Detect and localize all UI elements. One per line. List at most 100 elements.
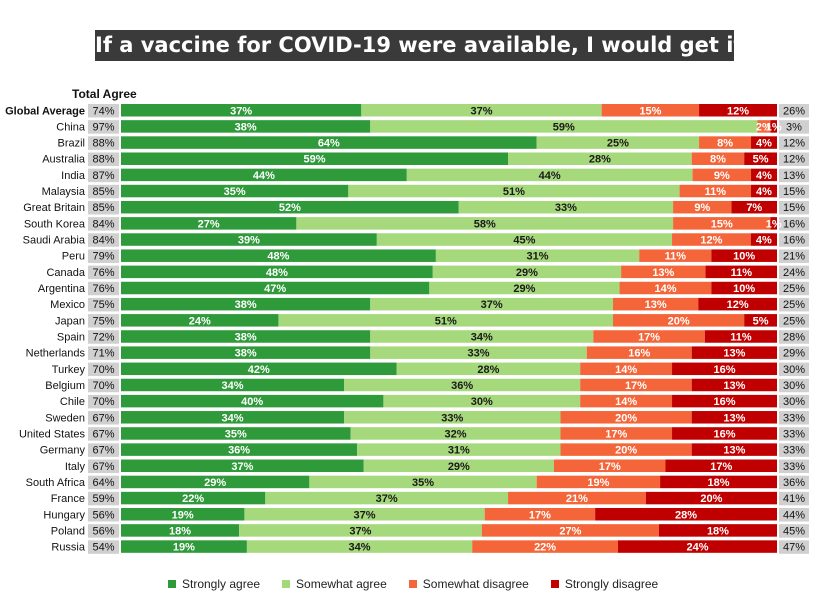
data-label-strongly-disagree-japan: 5% bbox=[753, 315, 769, 327]
data-label-somewhat-agree-france: 37% bbox=[376, 493, 398, 505]
total-agree-box-south-africa bbox=[88, 475, 119, 490]
total-agree-value-spain: 72% bbox=[92, 331, 114, 343]
bar-strongly-disagree-mexico bbox=[698, 297, 777, 311]
bar-somewhat-agree-germany bbox=[357, 443, 561, 456]
bar-somewhat-agree-south-korea bbox=[296, 217, 674, 230]
bar-strongly-agree-belgium bbox=[121, 378, 345, 392]
total-agree-box-chile bbox=[88, 394, 119, 409]
bar-strongly-disagree-sweden bbox=[691, 411, 777, 424]
bar-strongly-disagree-brazil bbox=[751, 136, 777, 149]
total-disagree-box-global-average bbox=[779, 104, 809, 118]
bar-strongly-agree-canada bbox=[121, 265, 433, 279]
total-agree-box-japan bbox=[88, 314, 119, 328]
category-label-australia: Australia bbox=[42, 154, 86, 166]
data-label-somewhat-disagree-argentina: 14% bbox=[654, 283, 676, 295]
bar-somewhat-disagree-spain bbox=[593, 330, 705, 343]
total-disagree-box-india bbox=[779, 168, 809, 183]
data-label-strongly-disagree-brazil: 4% bbox=[756, 138, 772, 150]
stacked-bar-chart: Global Average 74% 26%37% 37% 15% 12%China 97%… bbox=[5, 104, 809, 554]
data-label-somewhat-agree-canada: 29% bbox=[516, 267, 538, 279]
bar-somewhat-agree-mexico bbox=[370, 297, 613, 311]
data-label-strongly-agree-italy: 37% bbox=[231, 461, 253, 473]
data-label-somewhat-disagree-india: 9% bbox=[714, 170, 730, 182]
total-agree-value-brazil: 88% bbox=[92, 138, 114, 150]
data-label-strongly-agree-netherlands: 38% bbox=[235, 348, 257, 360]
bar-strongly-disagree-italy bbox=[665, 459, 777, 473]
data-label-somewhat-disagree-malaysia: 11% bbox=[705, 186, 727, 198]
bar-somewhat-disagree-peru bbox=[639, 249, 712, 262]
category-label-south-korea: South Korea bbox=[24, 218, 86, 230]
category-label-china: China bbox=[56, 121, 86, 133]
bar-strongly-disagree-china bbox=[770, 120, 777, 133]
total-disagree-box-great-britain bbox=[779, 200, 809, 215]
data-label-strongly-disagree-netherlands: 13% bbox=[723, 348, 745, 360]
bar-somewhat-agree-united-states bbox=[350, 427, 561, 440]
total-disagree-value-canada: 24% bbox=[783, 267, 805, 279]
bar-strongly-agree-brazil bbox=[121, 136, 537, 149]
data-label-somewhat-disagree-germany: 20% bbox=[615, 445, 637, 457]
total-agree-box-poland bbox=[88, 524, 119, 538]
bar-strongly-agree-france bbox=[121, 491, 266, 505]
data-label-strongly-agree-poland: 18% bbox=[169, 525, 191, 537]
total-agree-box-australia bbox=[88, 152, 119, 166]
total-disagree-value-russia: 47% bbox=[783, 542, 805, 554]
total-disagree-box-china bbox=[779, 120, 809, 134]
data-label-somewhat-agree-germany: 31% bbox=[448, 445, 470, 457]
bar-strongly-disagree-malaysia bbox=[751, 184, 777, 198]
category-label-sweden: Sweden bbox=[45, 412, 85, 424]
data-label-strongly-agree-belgium: 34% bbox=[222, 380, 244, 392]
total-agree-value-united-states: 67% bbox=[92, 428, 114, 440]
total-agree-box-saudi-arabia bbox=[88, 233, 119, 247]
legend-item-somewhat-disagree: Somewhat disagree bbox=[408, 577, 529, 591]
bar-somewhat-disagree-south-korea bbox=[673, 217, 771, 230]
total-agree-value-malaysia: 85% bbox=[92, 186, 114, 198]
data-label-somewhat-agree-poland: 37% bbox=[349, 525, 371, 537]
total-agree-value-south-africa: 64% bbox=[92, 477, 114, 489]
bar-somewhat-agree-china bbox=[370, 120, 758, 133]
data-label-somewhat-disagree-belgium: 17% bbox=[625, 380, 647, 392]
data-label-strongly-agree-brazil: 64% bbox=[318, 138, 340, 150]
bar-somewhat-agree-italy bbox=[363, 459, 554, 473]
data-label-strongly-agree-sweden: 34% bbox=[222, 412, 244, 424]
bar-somewhat-agree-great-britain bbox=[458, 200, 674, 214]
data-label-strongly-disagree-germany: 13% bbox=[723, 445, 745, 457]
bar-somewhat-disagree-china bbox=[757, 120, 771, 133]
data-label-strongly-disagree-mexico: 12% bbox=[727, 299, 749, 311]
legend-swatch-somewhat-disagree bbox=[408, 580, 417, 588]
data-label-somewhat-disagree-japan: 20% bbox=[668, 315, 690, 327]
data-label-strongly-disagree-poland: 18% bbox=[707, 525, 729, 537]
total-agree-header: Total Agree bbox=[72, 87, 137, 101]
total-disagree-box-south-korea bbox=[779, 217, 809, 231]
data-label-somewhat-agree-global-average: 37% bbox=[470, 105, 492, 117]
bar-strongly-agree-hungary bbox=[121, 508, 245, 521]
data-label-strongly-disagree-turkey: 16% bbox=[714, 364, 736, 376]
bar-strongly-agree-mexico bbox=[121, 297, 371, 311]
data-label-strongly-disagree-united-states: 16% bbox=[714, 428, 736, 440]
total-agree-box-mexico bbox=[88, 297, 119, 312]
total-agree-value-poland: 56% bbox=[92, 525, 114, 537]
category-label-canada: Canada bbox=[46, 267, 85, 279]
total-disagree-value-spain: 28% bbox=[783, 331, 805, 343]
bar-strongly-disagree-south-africa bbox=[660, 475, 777, 489]
data-label-strongly-agree-india: 44% bbox=[253, 170, 275, 182]
bar-somewhat-disagree-sweden bbox=[560, 411, 692, 424]
data-label-somewhat-agree-japan: 51% bbox=[435, 315, 457, 327]
bar-strongly-agree-sweden bbox=[121, 411, 345, 424]
data-label-somewhat-agree-hungary: 37% bbox=[354, 509, 376, 521]
total-agree-box-brazil bbox=[88, 136, 119, 150]
data-label-somewhat-disagree-canada: 13% bbox=[652, 267, 674, 279]
bar-somewhat-agree-japan bbox=[278, 314, 613, 327]
bar-somewhat-agree-canada bbox=[432, 265, 622, 279]
bar-somewhat-agree-south-africa bbox=[309, 475, 537, 489]
total-disagree-value-sweden: 33% bbox=[783, 412, 805, 424]
bar-somewhat-disagree-australia bbox=[691, 152, 745, 165]
category-label-south-africa: South Africa bbox=[26, 477, 86, 489]
bar-somewhat-disagree-germany bbox=[560, 443, 692, 456]
data-label-strongly-agree-spain: 38% bbox=[235, 331, 257, 343]
bar-somewhat-disagree-belgium bbox=[580, 378, 692, 392]
category-label-great-britain: Great Britain bbox=[23, 202, 85, 214]
total-disagree-value-argentina: 25% bbox=[783, 283, 805, 295]
data-label-strongly-disagree-hungary: 28% bbox=[675, 509, 697, 521]
data-label-strongly-disagree-spain: 11% bbox=[730, 331, 752, 343]
total-disagree-value-united-states: 33% bbox=[783, 428, 805, 440]
